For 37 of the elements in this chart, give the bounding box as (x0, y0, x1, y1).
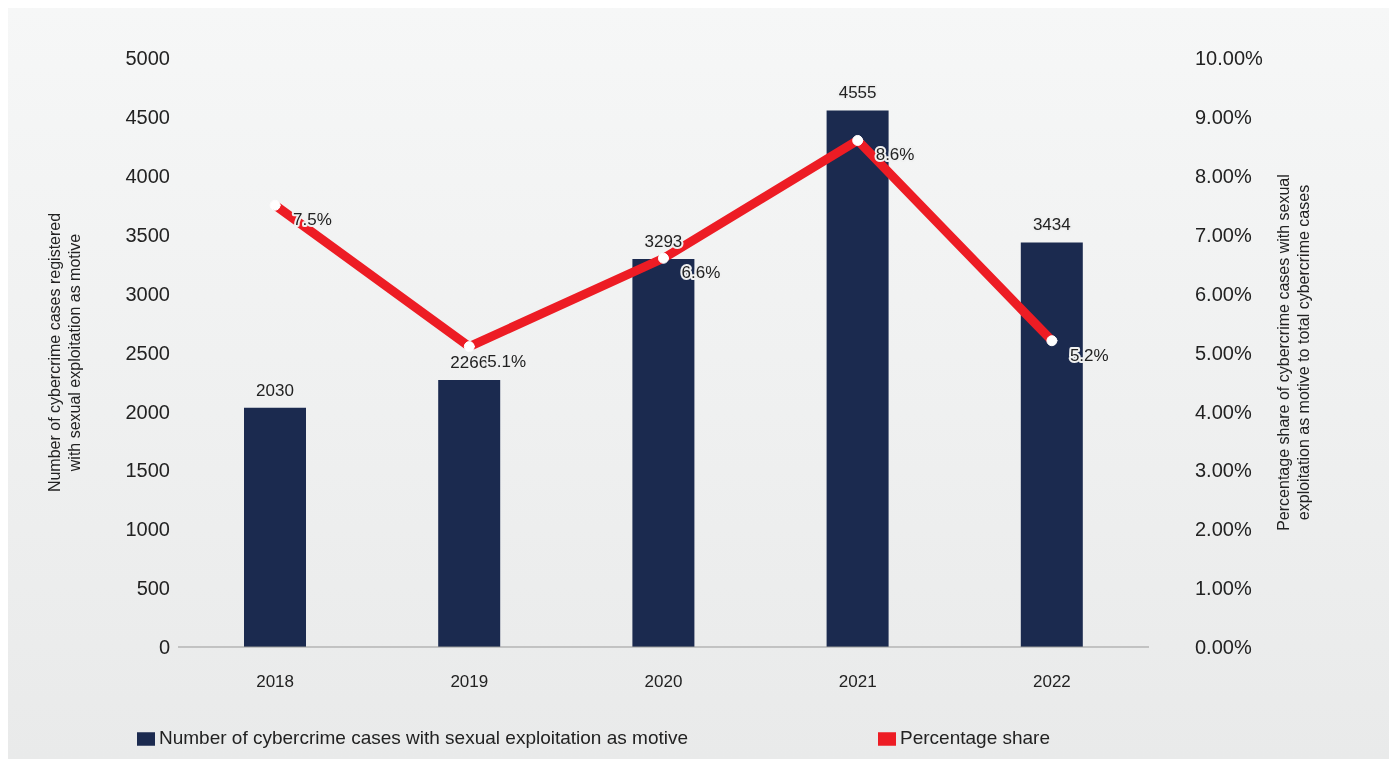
y-tick-label: 4500 (125, 106, 170, 128)
y-axis-title: Number of cybercrime cases registered with sexual exploitation as motive (46, 212, 83, 493)
data-label: 3434 (1032, 215, 1071, 235)
y-tick-label: 1000 (125, 518, 170, 541)
y2-tick-label: 2.00% (1195, 518, 1252, 541)
y2-tick-label: 5.00% (1195, 341, 1252, 364)
y-tick-label: 4000 (125, 164, 170, 187)
x-tick-label: 2019 (450, 672, 489, 692)
y2-tick-label: 9.00% (1195, 106, 1252, 128)
data-label: 3293 (644, 232, 683, 252)
y2-tick-label: 1.00% (1195, 577, 1252, 600)
y-tick-label: 5000 (125, 47, 170, 70)
y-tick-label: 0 (158, 636, 170, 659)
y2-tick-label: 8.00% (1195, 164, 1252, 187)
y2-tick-label: 7.00% (1195, 223, 1252, 246)
legend-label: Number of cybercrime cases with sexual exploitation as motive (158, 727, 689, 748)
y2-tick-label: 3.00% (1195, 459, 1252, 482)
data-label: 5.1% (487, 351, 527, 371)
data-label: 2266 (450, 353, 489, 373)
y-tick-label: 1500 (125, 459, 170, 482)
x-tick-label: 2020 (644, 672, 683, 692)
y2-axis-title: Percentage share of cybercrime cases with sexual exploitation as motive to total cybercrime cases (1275, 174, 1312, 531)
y-tick-label: 3500 (125, 223, 170, 246)
x-tick-label: 2021 (838, 672, 877, 692)
y2-tick-label: 0.00% (1195, 636, 1252, 659)
y2-tick-label: 4.00% (1195, 400, 1252, 423)
data-label: 2030 (256, 380, 294, 400)
legend-label: Percentage share (900, 727, 1051, 748)
y-tick-label: 2500 (125, 341, 170, 364)
y-tick-label: 2000 (125, 400, 170, 423)
data-label: 4555 (838, 83, 877, 103)
y2-tick-label: 10.00% (1195, 47, 1264, 70)
y-tick-label: 500 (136, 577, 170, 600)
x-tick-label: 2018 (256, 672, 295, 692)
y-tick-label: 3000 (125, 282, 170, 305)
y2-tick-label: 6.00% (1195, 282, 1252, 305)
x-tick-label: 2022 (1032, 672, 1071, 692)
